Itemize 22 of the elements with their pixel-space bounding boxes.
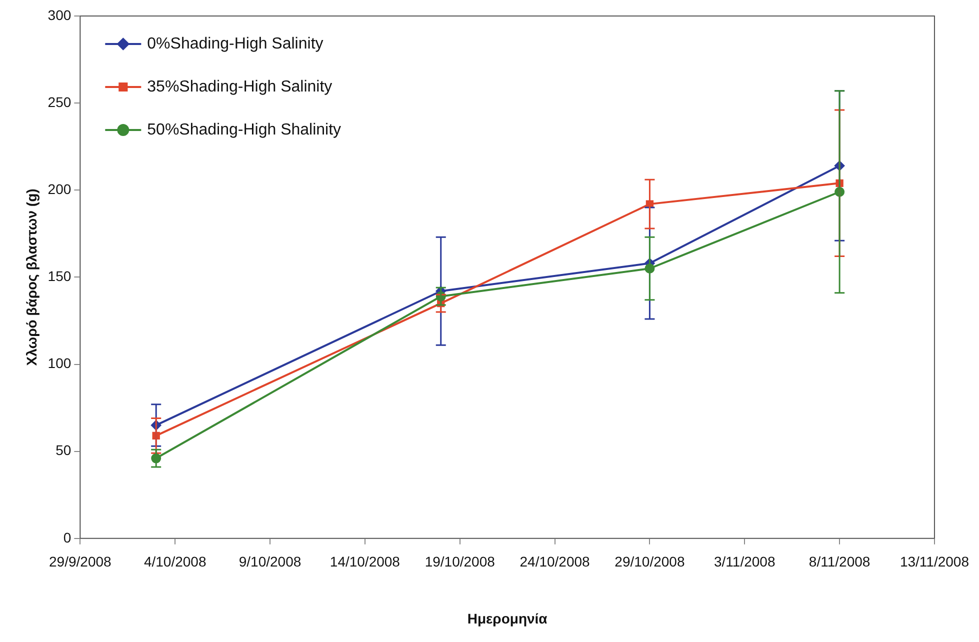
legend-label: 0%Shading-High Salinity [147,35,324,52]
x-axis-title: Ημερομηνία [467,610,548,626]
x-tick-label: 8/11/2008 [808,554,870,570]
y-tick-label: 300 [48,6,72,23]
x-tick-label: 19/10/2008 [424,554,496,570]
y-tick-label: 50 [56,442,72,458]
x-tick-label: 3/11/2008 [714,554,776,570]
x-tick-label: 14/10/2008 [330,554,400,570]
x-tick-label: 13/11/2008 [900,554,970,570]
y-tick-label: 100 [48,355,72,372]
x-tick-label: 24/10/2008 [520,554,590,570]
x-tick-label: 4/10/2008 [144,554,206,570]
y-tick-label: 200 [48,180,72,197]
y-tick-label: 250 [48,94,72,110]
legend-label: 50%Shading-High Shalinity [147,121,342,138]
y-axis-title: Χλωρό βάρος βλαστων (g) [23,188,40,366]
x-tick-label: 29/9/2008 [49,554,112,570]
y-tick-label: 0 [63,529,72,546]
legend-label: 35%Shading-High Salinity [147,78,332,96]
y-tick-label: 150 [48,268,72,284]
x-tick-label: 29/10/2008 [614,554,685,570]
x-tick-label: 9/10/2008 [238,554,302,570]
